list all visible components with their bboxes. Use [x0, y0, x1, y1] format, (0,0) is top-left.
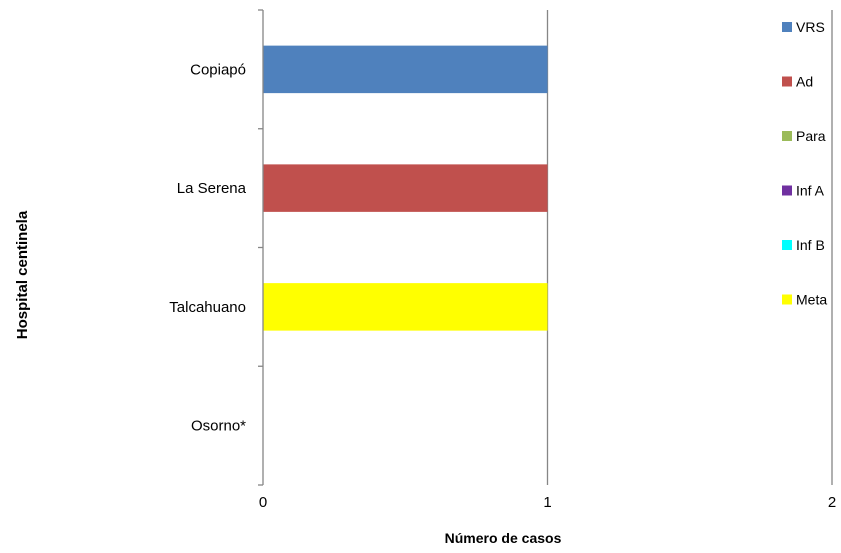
- x-tick-label: 2: [828, 494, 836, 511]
- legend-swatch: [782, 131, 792, 141]
- x-axis-title: Número de casos: [445, 530, 562, 546]
- legend-label: Ad: [796, 74, 813, 90]
- legend-swatch: [782, 76, 792, 87]
- category-label: Talcahuano: [169, 299, 246, 316]
- bar-vrs: [263, 45, 548, 94]
- legend-label: Inf A: [796, 183, 825, 199]
- x-tick-label: 0: [259, 494, 267, 511]
- legend-label: VRS: [796, 19, 825, 35]
- legend-swatch: [782, 185, 792, 196]
- legend-swatch: [782, 22, 792, 32]
- legend-label: Inf B: [796, 237, 825, 253]
- category-label: Osorno*: [191, 418, 246, 435]
- x-tick-label: 1: [543, 494, 551, 511]
- y-axis-title: Hospital centinela: [14, 210, 31, 339]
- x-tick-labels: 0 1 2: [259, 494, 836, 511]
- legend-swatch: [782, 240, 792, 250]
- legend-label: Meta: [796, 292, 827, 308]
- legend: VRS Ad Para Inf A Inf B Meta: [782, 19, 827, 308]
- legend-swatch: [782, 294, 792, 305]
- category-label: La Serena: [177, 180, 247, 197]
- bars: [263, 45, 548, 331]
- bar-ad: [263, 164, 548, 212]
- category-label: Copiapó: [190, 61, 246, 78]
- category-labels: Copiapó La Serena Talcahuano Osorno*: [169, 61, 246, 434]
- legend-label: Para: [796, 128, 826, 144]
- axes: [258, 9, 264, 486]
- bar-meta: [263, 283, 548, 331]
